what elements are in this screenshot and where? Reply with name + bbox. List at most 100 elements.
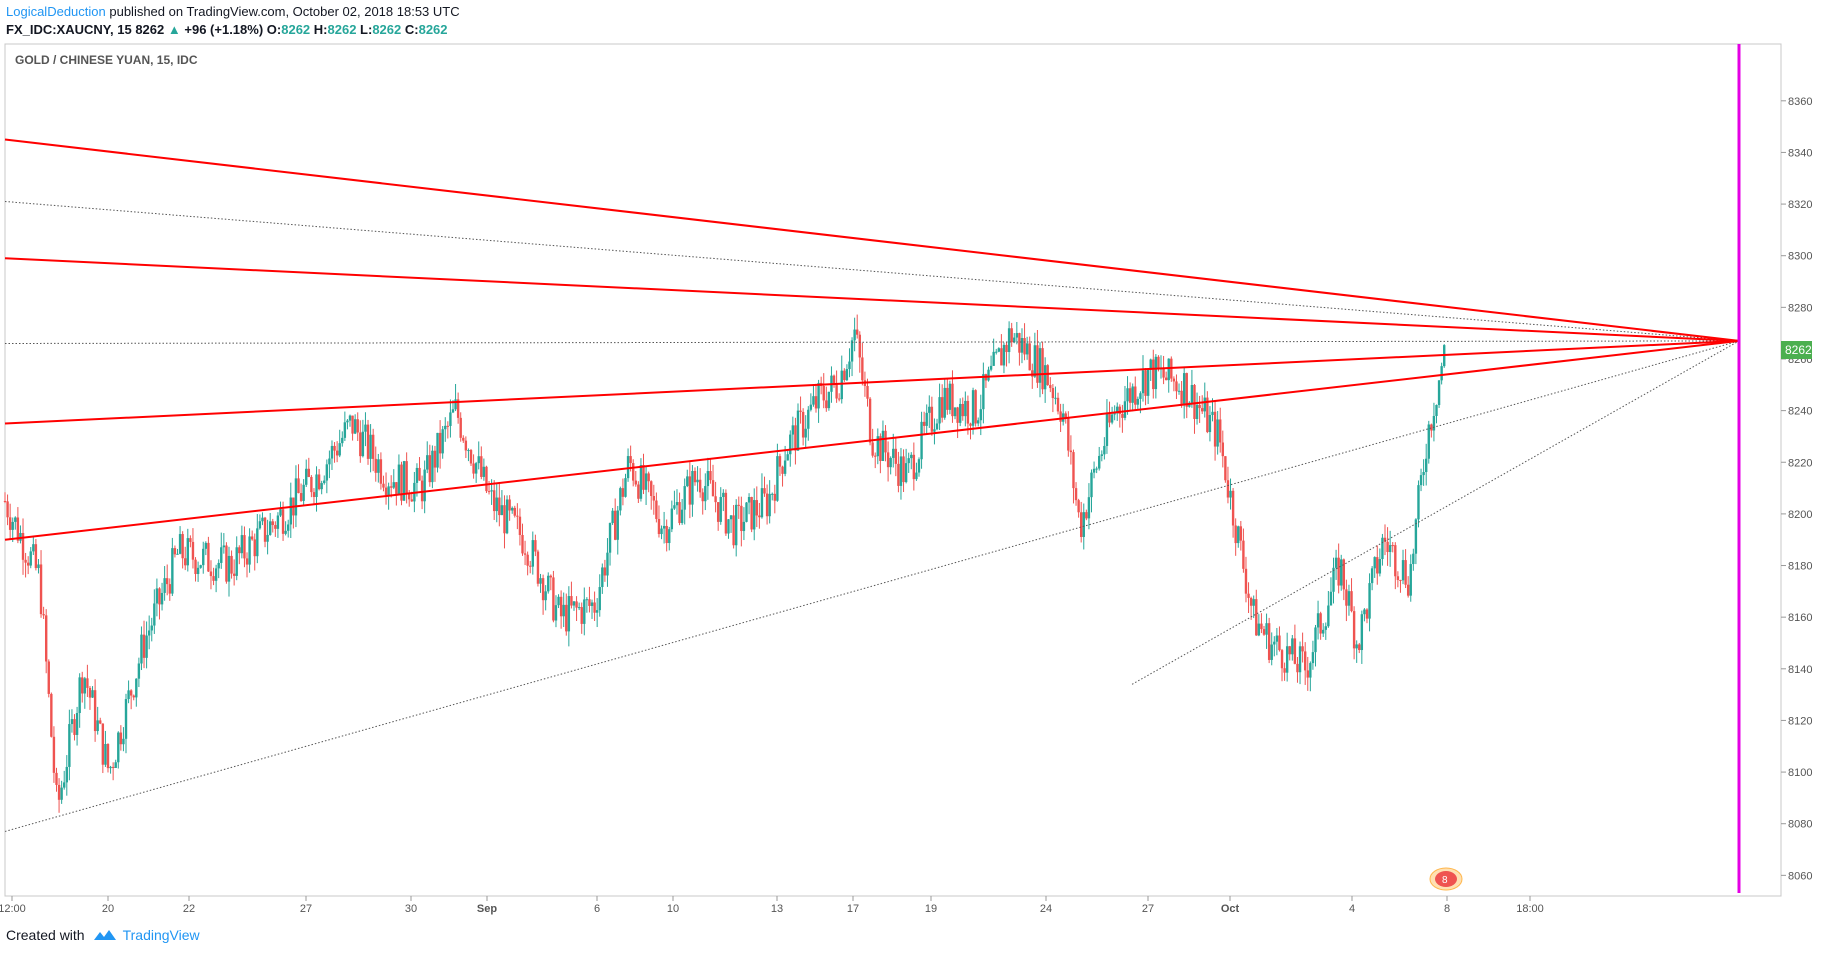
event-marker[interactable]: 8 — [1429, 867, 1463, 891]
candle-body — [1285, 646, 1289, 673]
candle-body — [1267, 623, 1271, 660]
red-trendline[interactable] — [4, 339, 1740, 425]
author-link[interactable]: LogicalDeduction — [6, 4, 106, 19]
candle-body — [938, 397, 941, 424]
candle-body — [68, 724, 71, 767]
candle-body — [825, 400, 828, 409]
candle-body — [1255, 599, 1258, 636]
candle-body — [1033, 345, 1037, 377]
candle-body — [583, 599, 586, 624]
candle-body — [608, 523, 612, 553]
red-trendline[interactable] — [4, 257, 1740, 342]
candle-body — [379, 459, 383, 484]
candle-body — [109, 766, 112, 769]
x-tick-label: 24 — [1040, 903, 1052, 915]
candle-body — [86, 678, 89, 688]
candle-body — [302, 484, 305, 501]
candle-body — [315, 474, 318, 498]
candle-body — [701, 492, 704, 502]
candle-body — [6, 501, 9, 518]
candle-body — [266, 534, 269, 542]
candle-body — [238, 547, 241, 554]
candle-body — [1100, 454, 1103, 456]
candle-body — [1360, 614, 1364, 651]
candle-body — [899, 456, 903, 486]
candle-body — [343, 422, 347, 438]
high-value: 8262 — [327, 22, 357, 37]
candle-body — [57, 784, 61, 800]
candle-body — [464, 440, 468, 451]
candle-body — [503, 505, 506, 534]
candle-body — [212, 576, 215, 581]
candle-body — [1311, 652, 1315, 664]
candle-body — [142, 634, 146, 658]
candle-body — [310, 476, 313, 493]
candle-body — [1208, 414, 1212, 433]
candle-body — [1430, 424, 1433, 431]
candle-body — [178, 534, 182, 554]
price-axis[interactable]: 8060 8080 8100 8120 8140 8160 8180 8200 8220 8240… — [1781, 96, 1812, 883]
candle-body — [1067, 418, 1070, 451]
candle-body — [389, 486, 393, 488]
candle-body — [1162, 368, 1165, 378]
x-tick-label: 8 — [1444, 903, 1450, 915]
candle-body — [523, 553, 527, 555]
candle-body — [1265, 623, 1268, 635]
up-arrow-icon: ▲ — [167, 22, 181, 37]
candle-body — [1406, 584, 1410, 596]
dotted-trendline[interactable] — [4, 340, 1740, 344]
candle-body — [1280, 650, 1284, 669]
candle-body — [567, 596, 571, 632]
candle-body — [1182, 373, 1186, 405]
candle-body — [1262, 629, 1266, 635]
red-trendline[interactable] — [4, 138, 1740, 342]
candle-body — [1340, 559, 1343, 586]
dotted-trendline[interactable] — [4, 340, 1740, 832]
candle-body — [119, 732, 123, 745]
candle-body — [163, 578, 166, 593]
candle-body — [1273, 641, 1276, 645]
x-tick-label: 10 — [667, 903, 679, 915]
dotted-trendline[interactable] — [4, 200, 1740, 342]
candle-body — [1213, 411, 1217, 447]
candle-body — [369, 434, 372, 459]
candle-body — [894, 448, 898, 464]
dotted-trendline[interactable] — [1131, 340, 1740, 685]
tradingview-link[interactable]: TradingView — [93, 927, 200, 943]
candle-body — [1417, 485, 1420, 520]
candle-body — [436, 432, 439, 468]
candle-body — [256, 528, 259, 557]
candle-body — [971, 390, 975, 426]
candle-body — [616, 510, 619, 540]
candle-body — [925, 412, 928, 426]
candle-body — [807, 409, 810, 429]
candle-body — [544, 591, 547, 601]
candle-body — [202, 548, 205, 566]
candle-body — [1090, 472, 1093, 498]
candle-body — [158, 588, 161, 605]
red-trendline[interactable] — [4, 339, 1740, 541]
candle-body — [1363, 609, 1366, 615]
candle-body — [402, 461, 406, 501]
candle-body — [196, 567, 200, 575]
candle-body — [716, 502, 720, 522]
candle-body — [42, 614, 45, 616]
candle-body — [742, 521, 746, 532]
last-price: 8262 — [135, 22, 165, 37]
time-axis[interactable]: 12:00 20 22 27 30 Sep 6 10 13 17 19 24 27 Oct 4 8 18:00 — [0, 896, 1544, 915]
candle-body — [670, 508, 674, 530]
candle-body — [773, 493, 777, 501]
candle-body — [1036, 345, 1039, 383]
candle-body — [1046, 365, 1049, 386]
candle-body — [55, 772, 58, 785]
candle-body — [1056, 397, 1060, 412]
candle-body — [781, 466, 784, 474]
x-tick-label: 18:00 — [1516, 903, 1544, 915]
candle-body — [140, 634, 143, 664]
trendlines-layer[interactable] — [4, 138, 1740, 832]
x-tick-label: 27 — [1142, 903, 1154, 915]
candle-body — [1134, 386, 1137, 405]
candle-body — [1041, 348, 1044, 390]
y-tick-label: 8240 — [1788, 406, 1812, 418]
